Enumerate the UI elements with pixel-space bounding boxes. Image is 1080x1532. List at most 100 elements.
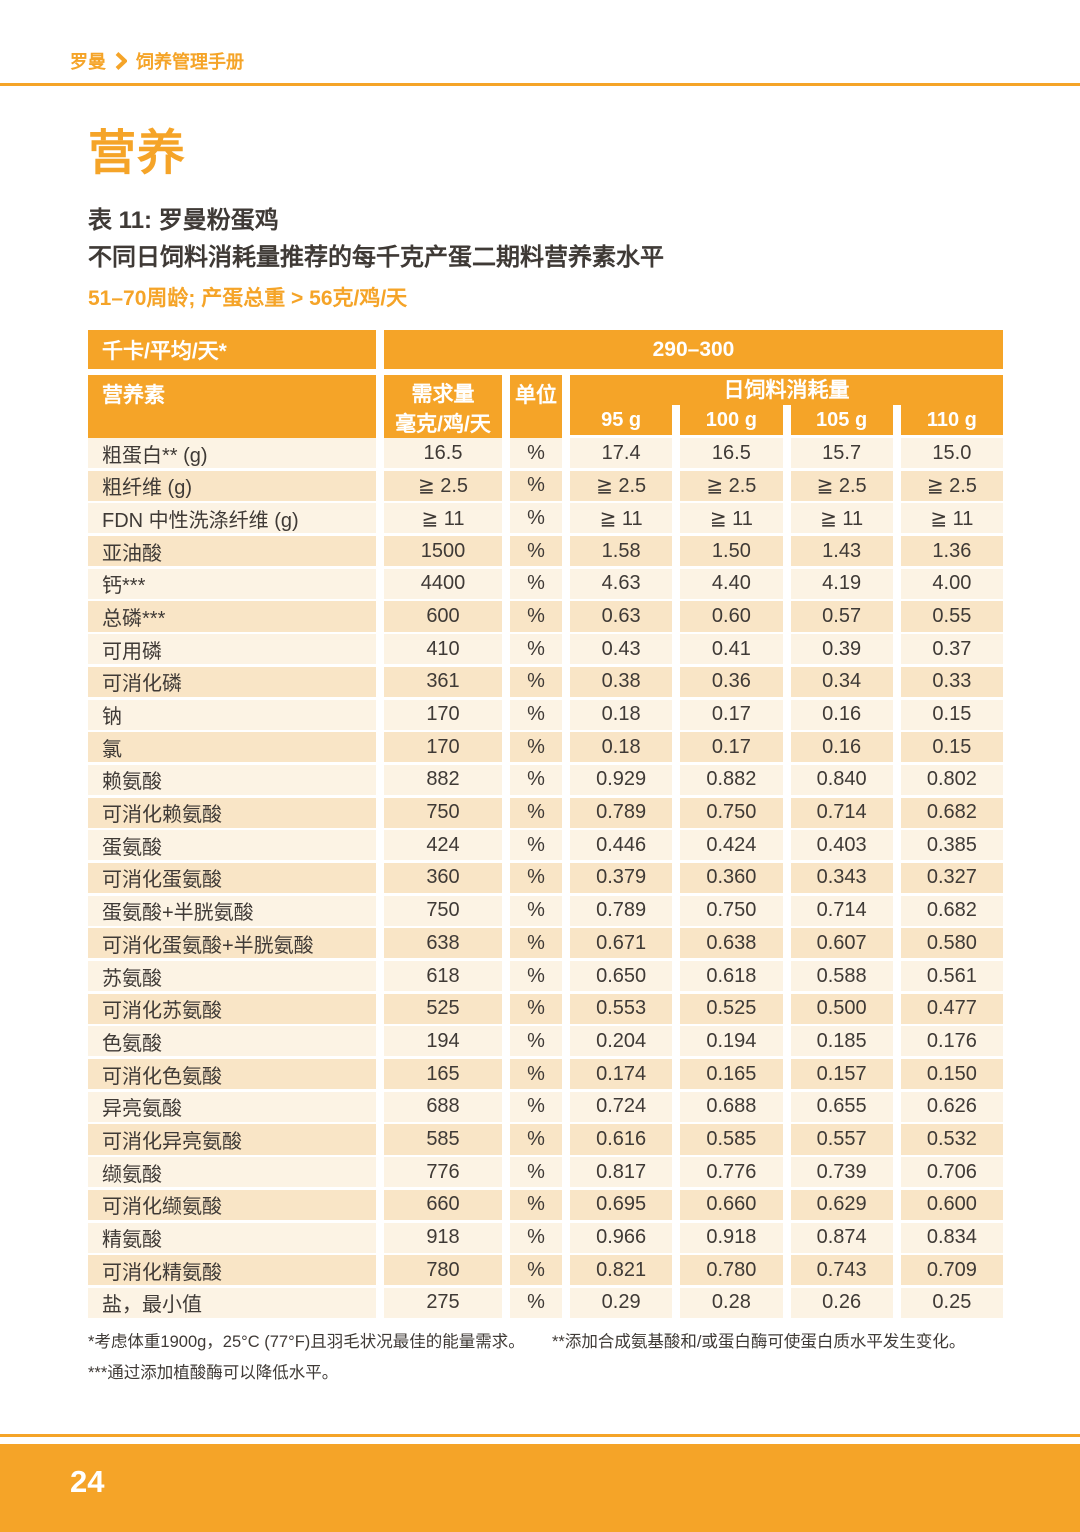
value-cell-110g: 0.561 [900, 961, 1003, 992]
unit-cell: % [510, 634, 562, 665]
header-rule [0, 83, 1080, 86]
unit-cell: % [510, 928, 562, 959]
unit-cell: % [510, 1189, 562, 1220]
nutrient-cell: 异亮氨酸 [88, 1091, 376, 1122]
value-cell-100g: 0.750 [680, 797, 783, 828]
value-cell-110g: 0.626 [900, 1091, 1003, 1122]
nutrient-cell: 粗纤维 (g) [88, 470, 376, 501]
value-cell-105g: 0.185 [790, 1026, 893, 1057]
value-cell-95g: 0.553 [570, 993, 673, 1024]
value-cell-110g: ≧ 11 [900, 503, 1003, 534]
table-row: 钠 170 % 0.18 0.17 0.16 0.15 [88, 699, 1003, 730]
footer-rule [0, 1434, 1080, 1437]
table-caption: 表 11: 罗曼粉蛋鸡 不同日饲料消耗量推荐的每千克产蛋二期料营养素水平 [88, 202, 1000, 276]
value-cell-95g: 0.18 [570, 699, 673, 730]
nutrient-cell: 赖氨酸 [88, 764, 376, 795]
value-cell-100g: 0.165 [680, 1059, 783, 1090]
requirement-column-header: 需求量 毫克/鸡/天 [384, 375, 502, 442]
value-cell-110g: ≧ 2.5 [900, 470, 1003, 501]
nutrient-cell: 总磷*** [88, 601, 376, 632]
nutrient-cell: 可消化蛋氨酸+半胱氨酸 [88, 928, 376, 959]
table-row: 钙*** 4400 % 4.63 4.40 4.19 4.00 [88, 568, 1003, 599]
value-cell-95g: 0.817 [570, 1157, 673, 1188]
value-cell-95g: 0.446 [570, 830, 673, 861]
requirement-cell: 882 [384, 764, 502, 795]
requirement-cell: 275 [384, 1287, 502, 1318]
nutrient-cell: 可消化精氨酸 [88, 1255, 376, 1286]
nutrient-cell: 蛋氨酸 [88, 830, 376, 861]
unit-cell: % [510, 470, 562, 501]
footnote-2: **添加合成氨基酸和/或蛋白酶可使蛋白质水平发生变化。 [552, 1332, 966, 1351]
unit-cell: % [510, 1255, 562, 1286]
nutrient-cell: 可消化异亮氨酸 [88, 1124, 376, 1155]
requirement-cell: 780 [384, 1255, 502, 1286]
table-caption-line1: 表 11: 罗曼粉蛋鸡 [88, 207, 279, 234]
value-cell-105g: 0.403 [790, 830, 893, 861]
value-cell-110g: 0.709 [900, 1255, 1003, 1286]
value-cell-95g: ≧ 2.5 [570, 470, 673, 501]
nutrient-cell: 亚油酸 [88, 536, 376, 567]
table-row: 精氨酸 918 % 0.966 0.918 0.874 0.834 [88, 1222, 1003, 1253]
value-cell-105g: 0.840 [790, 764, 893, 795]
value-cell-95g: 4.63 [570, 568, 673, 599]
value-cell-105g: 0.557 [790, 1124, 893, 1155]
unit-cell: % [510, 993, 562, 1024]
value-cell-100g: 0.780 [680, 1255, 783, 1286]
unit-cell: % [510, 1157, 562, 1188]
value-cell-100g: 0.918 [680, 1222, 783, 1253]
value-cell-105g: 0.874 [790, 1222, 893, 1253]
value-cell-105g: 0.629 [790, 1189, 893, 1220]
table-header-row: 营养素 需求量 毫克/鸡/天 单位 日饲料消耗量 95 g 100 g 105 … [88, 375, 1003, 442]
unit-cell: % [510, 830, 562, 861]
table-row: 可消化精氨酸 780 % 0.821 0.780 0.743 0.709 [88, 1255, 1003, 1286]
value-cell-110g: 0.682 [900, 797, 1003, 828]
value-cell-100g: 0.618 [680, 961, 783, 992]
table-row: 亚油酸 1500 % 1.58 1.50 1.43 1.36 [88, 536, 1003, 567]
feed-intake-group-header: 日饲料消耗量 95 g 100 g 105 g 110 g [570, 375, 1003, 442]
table-row: 总磷*** 600 % 0.63 0.60 0.57 0.55 [88, 601, 1003, 632]
value-cell-110g: 15.0 [900, 438, 1003, 469]
requirement-cell: 170 [384, 699, 502, 730]
requirement-cell: 660 [384, 1189, 502, 1220]
unit-cell: % [510, 1026, 562, 1057]
requirement-cell: ≧ 11 [384, 503, 502, 534]
value-cell-95g: 1.58 [570, 536, 673, 567]
footnotes: *考虑体重1900g，25°C (77°F)且羽毛状况最佳的能量需求。 **添加… [88, 1331, 1000, 1384]
table-row: 粗蛋白** (g) 16.5 % 17.4 16.5 15.7 15.0 [88, 438, 1003, 469]
requirement-cell: 360 [384, 862, 502, 894]
value-cell-100g: 0.60 [680, 601, 783, 632]
feed-level-header-110g: 110 g [900, 405, 1003, 435]
value-cell-110g: 0.802 [900, 764, 1003, 795]
requirement-cell: 525 [384, 993, 502, 1024]
value-cell-100g: 0.882 [680, 764, 783, 795]
nutrient-cell: 可消化色氨酸 [88, 1059, 376, 1090]
nutrient-column-header: 营养素 [88, 375, 376, 442]
table-caption-line2: 不同日饲料消耗量推荐的每千克产蛋二期料营养素水平 [88, 244, 664, 271]
value-cell-100g: 0.424 [680, 830, 783, 861]
value-cell-100g: 0.638 [680, 928, 783, 959]
requirement-cell: 170 [384, 732, 502, 763]
requirement-cell: 194 [384, 1026, 502, 1057]
requirement-cell: 750 [384, 797, 502, 828]
nutrition-table: 千卡/平均/天* 290–300 营养素 需求量 毫克/鸡/天 单位 日饲料消耗… [88, 330, 1003, 1318]
value-cell-105g: 0.655 [790, 1091, 893, 1122]
table-row: 色氨酸 194 % 0.204 0.194 0.185 0.176 [88, 1026, 1003, 1057]
value-cell-105g: 0.26 [790, 1287, 893, 1318]
value-cell-110g: 4.00 [900, 568, 1003, 599]
feed-level-header-95g: 95 g [570, 405, 673, 435]
nutrient-cell: 钠 [88, 699, 376, 730]
value-cell-100g: 16.5 [680, 438, 783, 469]
value-cell-95g: 0.671 [570, 928, 673, 959]
value-cell-95g: 0.29 [570, 1287, 673, 1318]
value-cell-95g: 0.616 [570, 1124, 673, 1155]
feed-level-header-100g: 100 g [680, 405, 783, 435]
chevron-right-icon [115, 52, 127, 70]
value-cell-95g: 0.789 [570, 895, 673, 926]
value-cell-110g: 0.385 [900, 830, 1003, 861]
value-cell-110g: 0.176 [900, 1026, 1003, 1057]
feed-level-headers: 95 g 100 g 105 g 110 g [570, 405, 1003, 435]
unit-cell: % [510, 961, 562, 992]
nutrient-cell: 粗蛋白** (g) [88, 438, 376, 469]
value-cell-100g: 0.17 [680, 699, 783, 730]
unit-cell: % [510, 895, 562, 926]
